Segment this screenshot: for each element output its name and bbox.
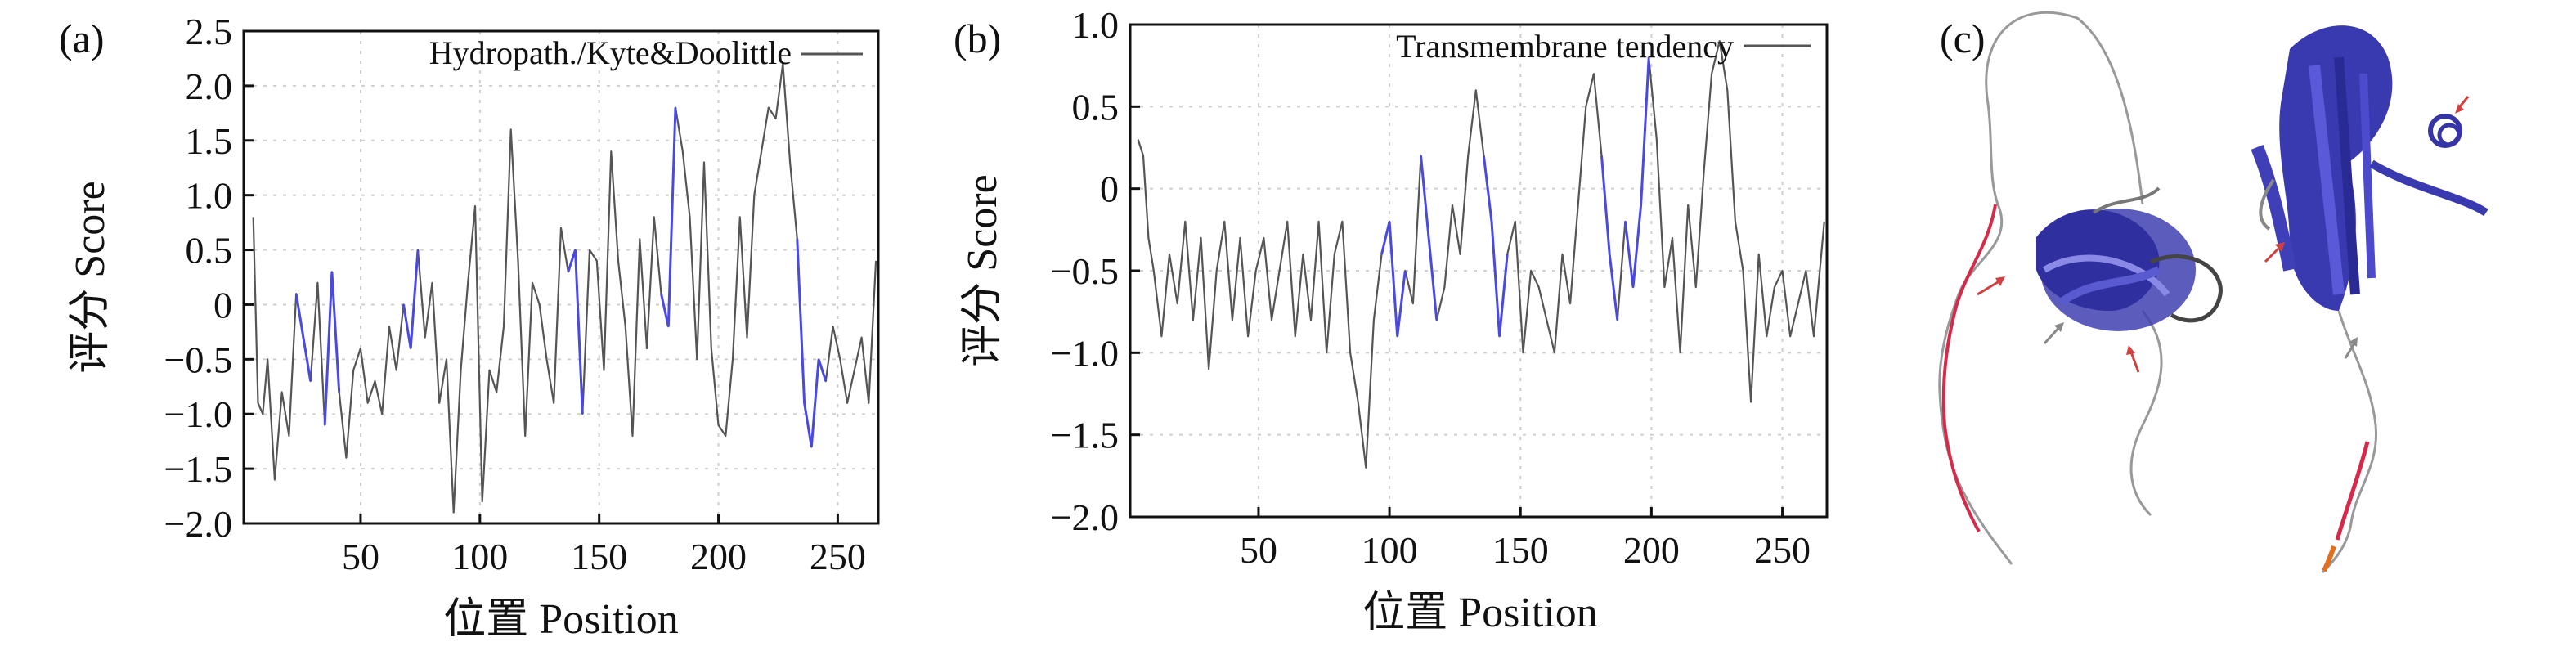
panel-a-y-tick-label: 1.0 (186, 175, 233, 217)
panel-c-structures: (c) (1938, 11, 2488, 574)
coil-segment-red-left (1941, 204, 1997, 532)
panel-b-x-tick-label: 150 (1492, 529, 1549, 571)
panel-b-plot-frame (1129, 23, 1829, 519)
panel-a-x-tick-label: 250 (810, 536, 866, 577)
panel-b-highlight-segment (1623, 57, 1650, 288)
panel-a-highlight-segment (796, 239, 828, 447)
arrow-marker-left-1-icon (1977, 276, 2005, 296)
arrow-marker-left-3-icon (2126, 345, 2140, 373)
panel-a-y-tick-label: −1.5 (164, 448, 232, 490)
panel-b-series (1137, 40, 1825, 469)
protein-structure-left (1938, 11, 2223, 565)
arrow-marker-right-3-icon (2455, 96, 2470, 114)
panel-b-y-tick-label: −1.5 (1051, 415, 1119, 456)
panel-a-highlight-segment (660, 107, 677, 327)
panel-a-label: (a) (59, 16, 105, 61)
arrow-marker-left-2-icon (2043, 322, 2064, 345)
panel-a-y-tick-label: −2.0 (164, 503, 232, 545)
panel-b-x-tick-label: 100 (1362, 529, 1418, 571)
panel-a-y-tick-label: 1.5 (186, 120, 233, 162)
panel-a-highlight-segment (567, 249, 584, 415)
panel-b-highlight-segment (1420, 155, 1438, 321)
panel-c-label: (c) (1940, 16, 1986, 61)
panel-a-legend-label: Hydropath./Kyte&Doolittle (429, 34, 792, 71)
ribbon-cluster-right (2251, 25, 2488, 311)
panel-a-plot-frame (242, 29, 880, 525)
panel-a-chart: (a) −2.0 −1.5 −1.0 −0.5 0 0.5 1.0 1.5 2.0 2.5 50 1… (59, 11, 880, 643)
panel-b-chart: (b) −2.0 −1.5 −1.0 −0.5 0 0.5 1.0 50 100 150 200 2… (954, 4, 1829, 636)
panel-a-series-line (252, 63, 877, 514)
panel-a-grid (244, 31, 878, 523)
panel-a-x-tick-label: 100 (451, 536, 508, 577)
panel-a-highlight-segment (402, 249, 420, 349)
ribbon-cluster-left (2036, 186, 2223, 331)
panel-a-y-tick-label: −0.5 (164, 339, 232, 380)
panel-b-grid (1130, 25, 1827, 517)
panel-b-y-axis-title: 评分 Score (959, 174, 1006, 366)
coil-segment-red-right (2335, 441, 2370, 541)
panel-a-x-tick-label: 200 (690, 536, 747, 577)
panel-b-series-line (1137, 40, 1825, 469)
panel-a-y-tick-label: 0.5 (186, 230, 233, 272)
panel-b-x-tick-label: 200 (1623, 529, 1680, 571)
arrow-marker-right-2-icon (2344, 337, 2358, 359)
protein-structure-right (2251, 25, 2488, 574)
panel-a-x-tick-label: 50 (342, 536, 379, 577)
panel-b-highlight-segment (1482, 155, 1509, 337)
panel-b-y-tick-label: 1.0 (1072, 4, 1120, 46)
panel-a-y-axis-title: 评分 Score (67, 181, 114, 373)
panel-b-highlight-segment (1600, 155, 1619, 321)
panel-b-x-tick-label: 50 (1240, 529, 1277, 571)
panel-b-y-tick-label: 0.5 (1072, 86, 1120, 128)
panel-b-x-ticks: 50 100 150 200 250 (1240, 507, 1811, 571)
panel-b-y-tick-label: −2.0 (1051, 496, 1119, 538)
panel-a-series (252, 63, 877, 514)
coil-tail-right (2321, 310, 2378, 574)
panel-a-y-tick-label: −1.0 (164, 393, 232, 435)
panel-b-y-ticks: −2.0 −1.5 −1.0 −0.5 0 0.5 1.0 (1051, 4, 1140, 538)
panel-a-y-tick-label: 2.0 (186, 65, 233, 107)
panel-b-y-tick-label: 0 (1100, 168, 1119, 210)
panel-a-y-tick-label: 2.5 (186, 11, 233, 52)
coil-segment-orange-right (2322, 545, 2336, 572)
coil-loop-left-lower (2129, 310, 2163, 517)
panel-b-y-tick-label: −1.0 (1051, 332, 1119, 374)
panel-b-legend: Transmembrane tendency (1396, 28, 1811, 65)
panel-a-x-ticks: 50 100 150 200 250 (342, 514, 866, 577)
panel-b-label: (b) (954, 16, 1001, 61)
panel-a-x-tick-label: 150 (571, 536, 627, 577)
panel-b-highlight-segment (1380, 221, 1407, 337)
panel-b-y-tick-label: −0.5 (1051, 250, 1119, 292)
arrow-marker-right-1-icon (2264, 242, 2285, 263)
panel-a-y-ticks: −2.0 −1.5 −1.0 −0.5 0 0.5 1.0 1.5 2.0 2.5 (164, 11, 254, 545)
panel-b-x-axis-title: 位置 Position (1362, 590, 1598, 636)
panel-a-highlight-segment (294, 293, 312, 382)
panel-a-legend: Hydropath./Kyte&Doolittle (429, 34, 863, 71)
panel-a-x-axis-title: 位置 Position (443, 596, 679, 643)
panel-a-y-tick-label: 0 (213, 284, 232, 326)
panel-a-highlight-segment (323, 272, 341, 425)
panel-b-x-tick-label: 250 (1754, 529, 1811, 571)
panel-b-legend-label: Transmembrane tendency (1396, 28, 1734, 65)
